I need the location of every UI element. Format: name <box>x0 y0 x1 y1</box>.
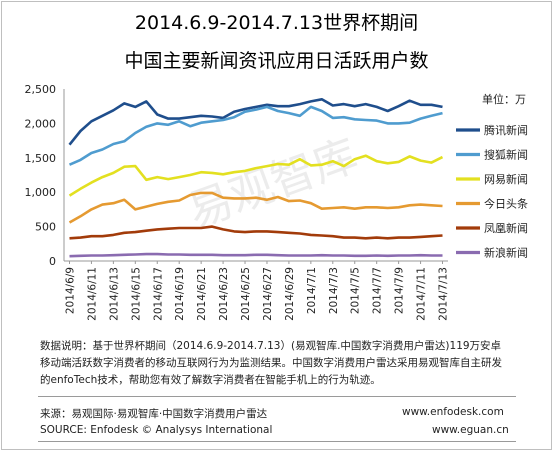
x-tick-label: 2014/6/9 <box>64 267 76 314</box>
y-tick-label: 0 <box>49 255 56 268</box>
series-line <box>68 191 443 224</box>
note-line: 移动端活跃数字消费者的移动互联网行为为监测结果。中国数字消费用户雷达采用易观智库… <box>40 357 502 369</box>
x-tick-label: 2014/6/29 <box>284 267 296 321</box>
legend-label: 网易新闻 <box>484 172 528 186</box>
x-tick-label: 2014/6/17 <box>152 267 164 321</box>
x-tick-label: 2014/6/25 <box>240 267 252 321</box>
legend-label: 今日头条 <box>484 197 528 211</box>
x-tick-label: 2014/6/19 <box>174 267 186 321</box>
watermark: 易观智库 <box>181 130 364 238</box>
legend-label: 搜狐新闻 <box>484 148 528 162</box>
series-line <box>68 154 444 197</box>
y-tick-labels: 0 500 1,000 1,500 2,000 2,500 <box>25 83 57 268</box>
x-tick-label: 2014/7/11 <box>416 267 428 321</box>
legend-item: 新浪新闻 <box>456 246 528 260</box>
source-en: SOURCE: Enfodesk © Analysys Internationa… <box>40 424 273 436</box>
y-tick-label: 2,000 <box>25 117 57 130</box>
legend-item: 腾讯新闻 <box>456 123 528 137</box>
y-tick-label: 500 <box>35 221 56 234</box>
series-line <box>69 252 443 258</box>
footer-divider-top <box>38 396 516 397</box>
note-line: 的enfoTech技术，帮助您有效了解数字消费者在智能手机上的行为轨迹。 <box>40 374 381 386</box>
unit-label: 单位：万 <box>482 92 526 106</box>
legend-item: 今日头条 <box>456 197 528 211</box>
x-tick-label: 2014/7/9 <box>394 267 406 314</box>
legend-item: 搜狐新闻 <box>456 148 528 162</box>
chart-subtitle: 中国主要新闻资讯应用日活跃用户数 <box>124 50 429 72</box>
series-line <box>68 97 443 146</box>
y-tick-label: 1,500 <box>25 152 57 165</box>
x-tick-labels: 2014/6/9 2014/6/11 2014/6/13 2014/6/15 2014/… <box>64 261 450 321</box>
footer-divider-bottom <box>38 441 516 442</box>
x-tick-label: 2014/6/21 <box>196 267 208 321</box>
legend-item: 凤凰新闻 <box>456 221 528 235</box>
x-tick-label: 2014/7/7 <box>372 267 384 314</box>
series-line <box>68 105 443 166</box>
series-lines <box>68 97 444 258</box>
legend-label: 凤凰新闻 <box>484 221 528 235</box>
legend-label: 腾讯新闻 <box>484 123 528 137</box>
source-cn: 来源：易观国际·易观智库·中国数字消费用户雷达 <box>40 408 268 420</box>
y-tick-label: 1,000 <box>25 186 57 199</box>
x-tick-label: 2014/7/3 <box>328 267 340 314</box>
url-eguan[interactable]: www.eguan.cn <box>432 424 509 436</box>
x-tick-label: 2014/6/13 <box>108 267 120 321</box>
series-line <box>69 225 443 240</box>
legend-item: 网易新闻 <box>456 172 528 186</box>
x-tick-label: 2014/6/27 <box>262 267 274 321</box>
x-tick-label: 2014/7/1 <box>306 267 318 314</box>
x-tick-label: 2014/7/13 <box>438 267 450 321</box>
x-tick-label: 2014/6/23 <box>218 267 230 321</box>
x-tick-label: 2014/6/15 <box>130 267 142 321</box>
url-enfodesk[interactable]: www.enfodesk.com <box>402 406 504 418</box>
chart-title: 2014.6.9-2014.7.13世界杯期间 <box>134 12 419 34</box>
data-note: 数据说明：基于世界杯期间（2014.6.9-2014.7.13）(易观智库.中国… <box>40 338 520 389</box>
x-tick-label: 2014/6/11 <box>86 267 98 321</box>
y-tick-label: 2,500 <box>25 83 57 96</box>
x-tick-label: 2014/7/5 <box>350 267 362 314</box>
note-line: 数据说明：基于世界杯期间（2014.6.9-2014.7.13）(易观智库.中国… <box>40 340 502 352</box>
legend-label: 新浪新闻 <box>484 246 528 260</box>
